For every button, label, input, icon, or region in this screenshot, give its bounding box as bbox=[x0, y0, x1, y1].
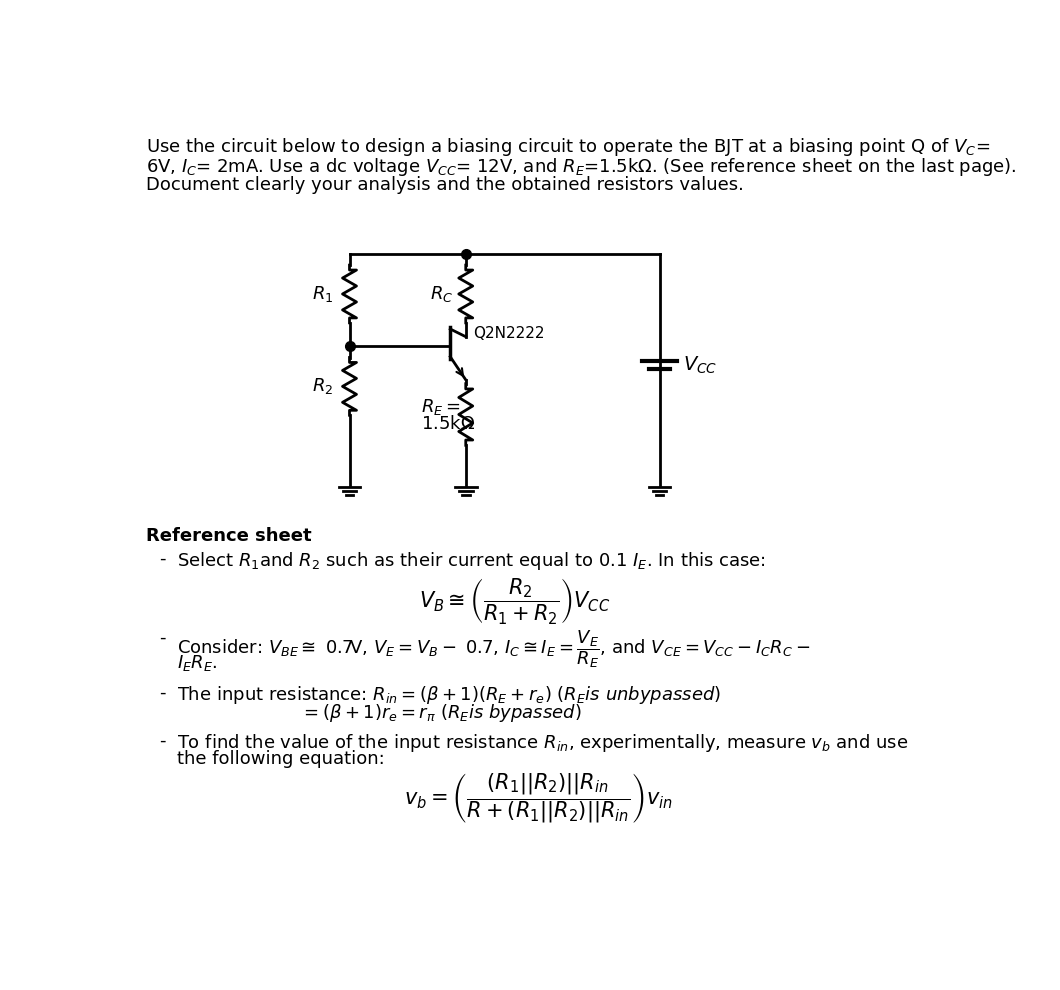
Text: $V_{CC}$: $V_{CC}$ bbox=[683, 354, 717, 376]
Text: $R_2$: $R_2$ bbox=[313, 376, 334, 396]
Text: $I_E R_E.$: $I_E R_E.$ bbox=[177, 653, 218, 673]
Text: Consider: $V_{BE} \cong$ 0.7V, $V_E = V_B -$ 0.7, $I_C \cong I_E = \dfrac{V_E}{R: Consider: $V_{BE} \cong$ 0.7V, $V_E = V_… bbox=[177, 629, 811, 670]
Text: Select $R_1$and $R_2$ such as their current equal to 0.1 $I_E$. In this case:: Select $R_1$and $R_2$ such as their curr… bbox=[177, 550, 766, 572]
Text: -: - bbox=[160, 550, 166, 568]
Text: $v_b = \left(\dfrac{(R_1||R_2)||R_{in}}{R + (R_1||R_2)||R_{in}}\right)v_{in}$: $v_b = \left(\dfrac{(R_1||R_2)||R_{in}}{… bbox=[404, 772, 672, 826]
Text: $R_C$: $R_C$ bbox=[430, 283, 454, 304]
Text: Q2N2222: Q2N2222 bbox=[474, 326, 545, 342]
Text: To find the value of the input resistance $R_{in}$, experimentally, measure $v_b: To find the value of the input resistanc… bbox=[177, 732, 908, 753]
Text: -: - bbox=[160, 684, 166, 702]
Text: -: - bbox=[160, 732, 166, 749]
Text: 6V, $I_C$= 2mA. Use a dc voltage $V_{CC}$= 12V, and $R_E$=1.5k$\Omega$. (See ref: 6V, $I_C$= 2mA. Use a dc voltage $V_{CC}… bbox=[146, 155, 1018, 178]
Text: Document clearly your analysis and the obtained resistors values.: Document clearly your analysis and the o… bbox=[146, 176, 744, 194]
Text: The input resistance: $R_{in} = (\beta + 1)(R_E + r_e)$ $(R_E$$\mathit{is\ unbyp: The input resistance: $R_{in} = (\beta +… bbox=[177, 684, 722, 706]
Text: the following equation:: the following equation: bbox=[177, 750, 385, 768]
Text: 1.5k$\Omega$: 1.5k$\Omega$ bbox=[421, 415, 475, 433]
Text: $= (\beta + 1)r_e = r_\pi$ $(R_E$$\mathit{is\ bypassed})$: $= (\beta + 1)r_e = r_\pi$ $(R_E$$\mathi… bbox=[300, 703, 582, 725]
Text: -: - bbox=[160, 629, 166, 646]
Text: $R_{E}=$: $R_{E}=$ bbox=[421, 397, 460, 417]
Text: $R_1$: $R_1$ bbox=[313, 283, 334, 304]
Text: $V_B \cong \left(\dfrac{R_2}{R_1 + R_2}\right)V_{CC}$: $V_B \cong \left(\dfrac{R_2}{R_1 + R_2}\… bbox=[420, 576, 611, 627]
Text: Reference sheet: Reference sheet bbox=[146, 527, 312, 545]
Text: Use the circuit below to design a biasing circuit to operate the BJT at a biasin: Use the circuit below to design a biasin… bbox=[146, 136, 991, 157]
